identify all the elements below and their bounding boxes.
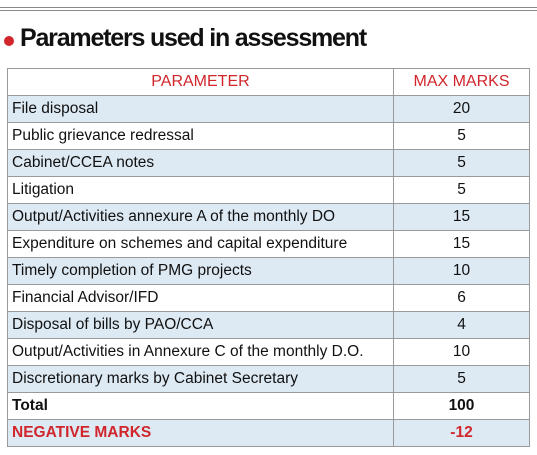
parameter-cell: Timely completion of PMG projects — [7, 257, 394, 285]
negative-marks-label: NEGATIVE MARKS — [7, 419, 394, 447]
parameter-cell: Output/Activities in Annexure C of the m… — [7, 338, 394, 366]
table-row: File disposal 20 — [7, 95, 530, 123]
table-row: Financial Advisor/IFD 6 — [7, 284, 530, 312]
parameter-cell: Output/Activities annexure A of the mont… — [7, 203, 394, 231]
page-title: Parameters used in assessment — [20, 24, 367, 52]
parameter-cell: Financial Advisor/IFD — [7, 284, 394, 312]
max-marks-cell: 15 — [393, 203, 530, 231]
top-rule — [0, 7, 537, 11]
total-label: Total — [7, 392, 394, 420]
parameter-cell: Cabinet/CCEA notes — [7, 149, 394, 177]
parameter-cell: Expenditure on schemes and capital expen… — [7, 230, 394, 258]
table-row: Cabinet/CCEA notes 5 — [7, 149, 530, 177]
table-header-row: PARAMETER MAX MARKS — [7, 68, 530, 96]
max-marks-cell: 5 — [393, 176, 530, 204]
table-row: Output/Activities in Annexure C of the m… — [7, 338, 530, 366]
table-row: Public grievance redressal 5 — [7, 122, 530, 150]
bullet-icon — [4, 35, 14, 46]
table-row: Discretionary marks by Cabinet Secretary… — [7, 365, 530, 393]
total-value: 100 — [393, 392, 530, 420]
max-marks-cell: 15 — [393, 230, 530, 258]
negative-marks-row: NEGATIVE MARKS -12 — [7, 419, 530, 447]
table-row: Expenditure on schemes and capital expen… — [7, 230, 530, 258]
max-marks-cell: 5 — [393, 122, 530, 150]
table-row: Disposal of bills by PAO/CCA 4 — [7, 311, 530, 339]
max-marks-cell: 5 — [393, 365, 530, 393]
table-body: File disposal 20 Public grievance redressa… — [7, 95, 530, 393]
parameter-cell: File disposal — [7, 95, 394, 123]
column-header-parameter: PARAMETER — [7, 68, 394, 96]
total-row: Total 100 — [7, 392, 530, 420]
max-marks-cell: 4 — [393, 311, 530, 339]
table-row: Output/Activities annexure A of the mont… — [7, 203, 530, 231]
max-marks-cell: 5 — [393, 149, 530, 177]
max-marks-cell: 10 — [393, 257, 530, 285]
column-header-max-marks: MAX MARKS — [393, 68, 530, 96]
parameters-table: PARAMETER MAX MARKS File disposal 20 Publi… — [7, 68, 530, 447]
table-row: Timely completion of PMG projects 10 — [7, 257, 530, 285]
parameter-cell: Litigation — [7, 176, 394, 204]
table-row: Litigation 5 — [7, 176, 530, 204]
max-marks-cell: 10 — [393, 338, 530, 366]
heading: Parameters used in assessment — [4, 24, 367, 53]
parameter-cell: Discretionary marks by Cabinet Secretary — [7, 365, 394, 393]
max-marks-cell: 6 — [393, 284, 530, 312]
max-marks-cell: 20 — [393, 95, 530, 123]
parameter-cell: Disposal of bills by PAO/CCA — [7, 311, 394, 339]
negative-marks-value: -12 — [393, 419, 530, 447]
parameter-cell: Public grievance redressal — [7, 122, 394, 150]
